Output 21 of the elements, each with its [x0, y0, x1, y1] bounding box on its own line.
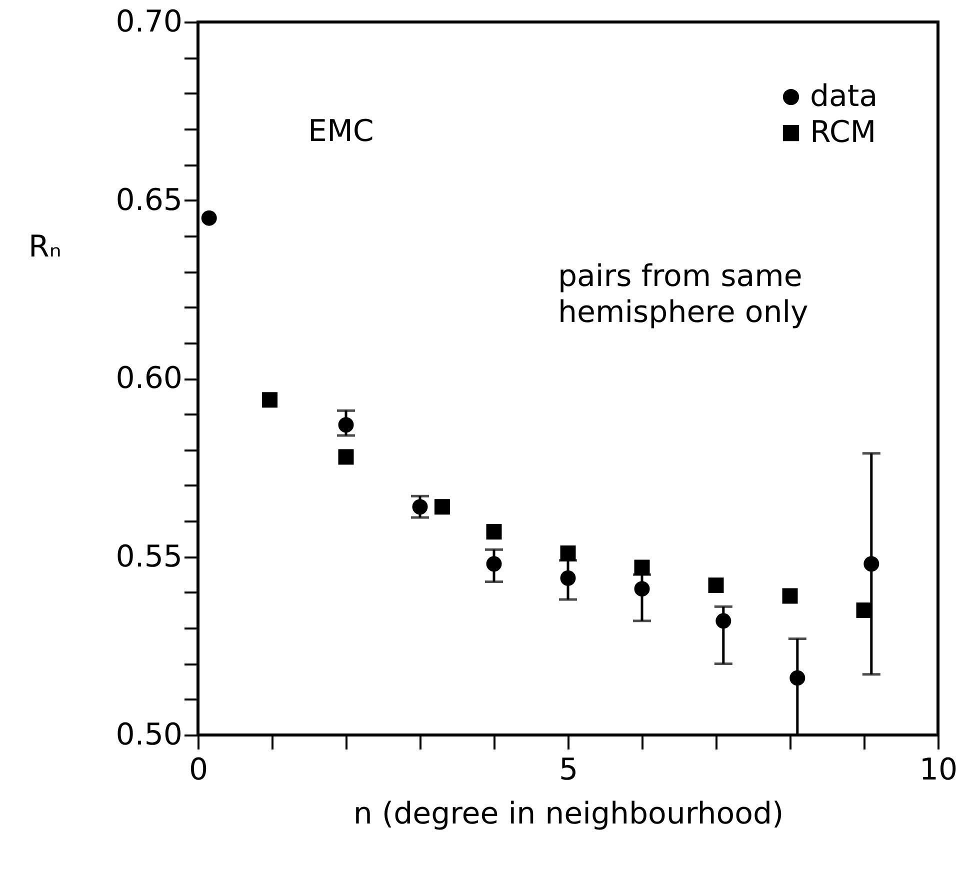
point: [338, 449, 354, 465]
point: [201, 210, 217, 226]
y-tick-label: 0.60: [116, 361, 182, 396]
y-tick-label: 0.70: [116, 4, 182, 40]
annotation: pairs from same hemisphere only: [558, 259, 808, 330]
y-axis-title: Rₙ: [28, 230, 62, 264]
y-tick-label: 0.50: [116, 718, 182, 752]
point: [262, 392, 278, 408]
legend-label: data: [810, 79, 878, 114]
y-tick-label: 0.65: [116, 182, 182, 218]
point: [486, 524, 502, 540]
point: [708, 578, 724, 594]
x-tick-label: 0: [188, 752, 208, 788]
legend-label: RCM: [810, 115, 876, 150]
point: [434, 499, 450, 515]
x-axis-title: n (degree in neighbourhood): [353, 796, 784, 832]
annotation: EMC: [308, 114, 374, 149]
x-tick-label: 5: [558, 752, 578, 788]
y-tick-label: 0.55: [116, 539, 182, 574]
point: [782, 588, 798, 604]
x-tick-label: 10: [919, 752, 958, 788]
